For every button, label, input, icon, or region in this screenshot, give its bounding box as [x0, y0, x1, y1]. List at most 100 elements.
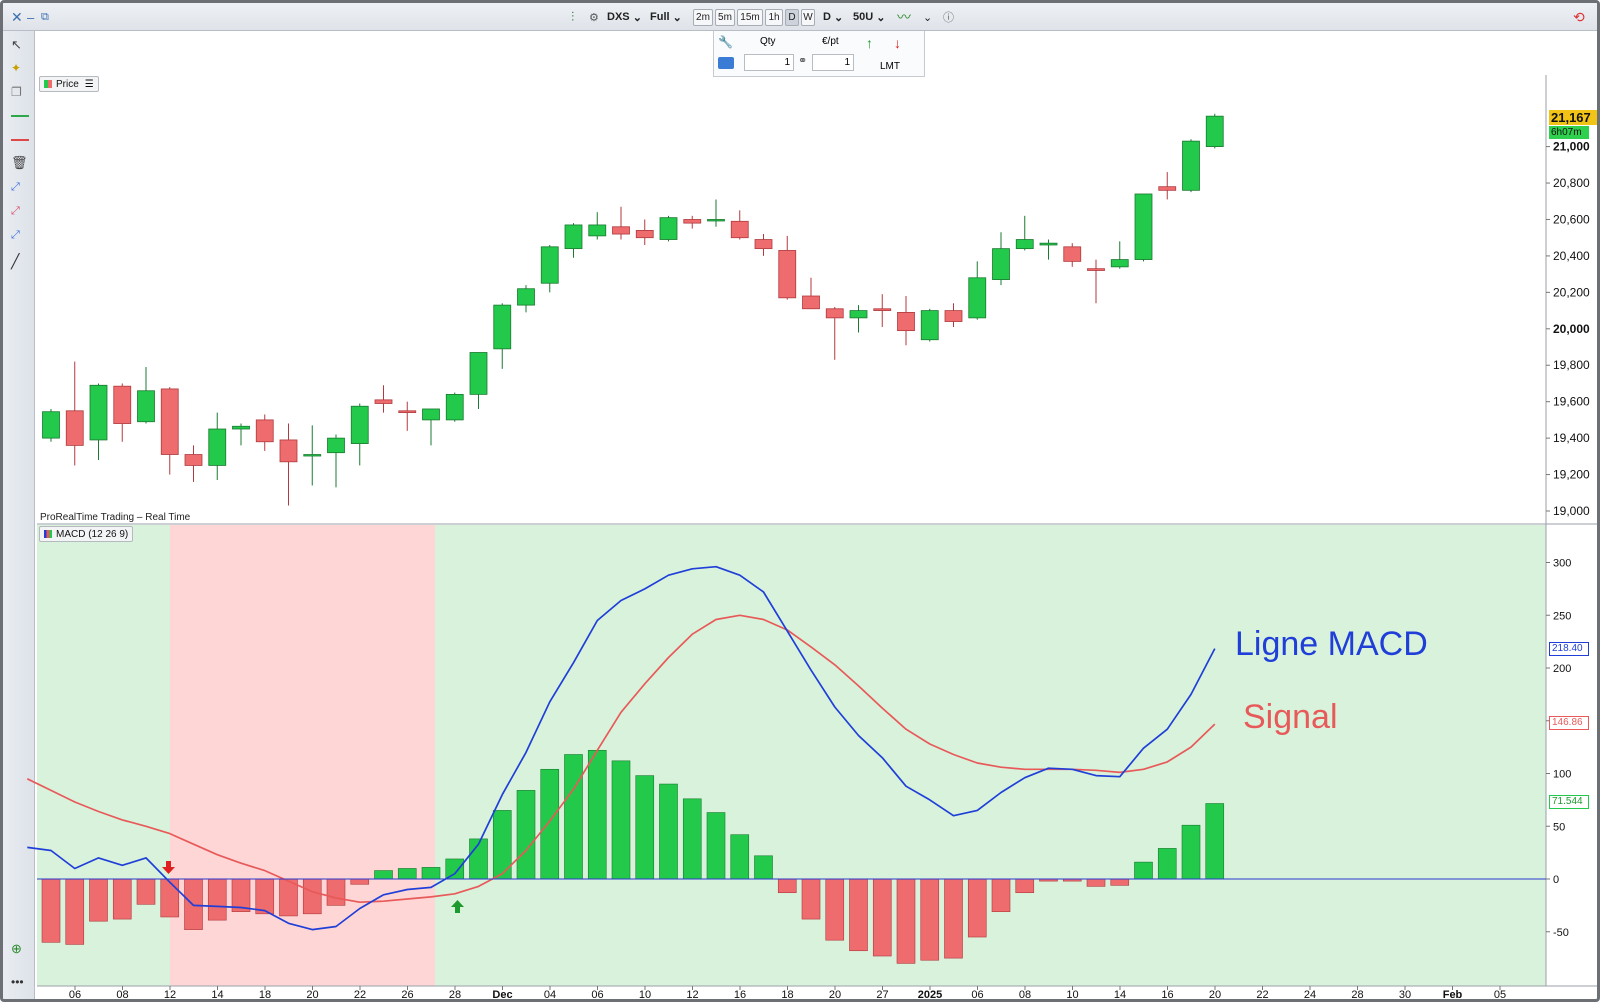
- macd-legend-swatch: [44, 530, 52, 538]
- macd-panel-label[interactable]: MACD (12 26 9): [39, 526, 134, 542]
- x-tick-label: 16: [1161, 989, 1173, 999]
- macd-tick-label: -50: [1553, 927, 1569, 939]
- candle-body: [469, 352, 488, 395]
- price-tick-label: 19,000: [1553, 504, 1590, 518]
- link-icon[interactable]: ⚭: [798, 55, 808, 67]
- sell-arrow-icon[interactable]: ↓: [894, 35, 901, 51]
- price-tick-label: 19,200: [1553, 468, 1590, 482]
- more-icon[interactable]: •••: [11, 975, 24, 989]
- restore-icon[interactable]: ⧉: [41, 10, 49, 23]
- histogram-bar: [1134, 861, 1153, 880]
- instrument-label: DXS: [607, 11, 630, 23]
- qty-input[interactable]: 1: [744, 54, 794, 71]
- timeframe-w[interactable]: W: [801, 9, 815, 26]
- price-tick-label: 20,800: [1553, 176, 1590, 190]
- minimize-icon[interactable]: –: [27, 9, 35, 25]
- candle-body: [1134, 193, 1153, 260]
- macd-value-badge: 218.40: [1549, 642, 1589, 656]
- trash-icon[interactable]: 🗑: [11, 155, 28, 170]
- candle-body: [920, 310, 939, 341]
- timeframe-2m[interactable]: 2m: [693, 9, 713, 26]
- price-tick-label: 20,200: [1553, 285, 1590, 299]
- histogram-bar: [682, 798, 702, 880]
- interval-select[interactable]: D ⌄: [823, 8, 843, 26]
- timeframe-5m[interactable]: 5m: [715, 9, 735, 26]
- trendline-icon[interactable]: ╱: [11, 253, 20, 269]
- indicator-icon[interactable]: 〰: [897, 9, 911, 25]
- candle-body: [422, 408, 440, 421]
- price-tick-label: 19,600: [1553, 395, 1590, 409]
- candle-body: [683, 219, 702, 224]
- histogram-bar: [374, 870, 393, 880]
- units-label: 50U: [853, 11, 874, 23]
- x-tick-label: 10: [1066, 989, 1078, 999]
- x-tick-label: 30: [1399, 989, 1411, 999]
- settings-icon[interactable]: ⚙: [589, 11, 599, 24]
- sync-icon[interactable]: ⟲: [1573, 8, 1585, 25]
- histogram-bar: [825, 878, 845, 941]
- macd-line-annotation: Ligne MACD: [1235, 625, 1428, 663]
- x-tick-label: 14: [211, 989, 223, 999]
- cursor-icon[interactable]: ↖: [11, 37, 22, 52]
- candle-body: [184, 454, 203, 466]
- line-red-icon[interactable]: [11, 139, 29, 141]
- crosshair-icon[interactable]: ✦: [11, 61, 22, 75]
- line-green-icon[interactable]: [11, 115, 29, 117]
- histogram-bar: [991, 878, 1011, 913]
- histogram-bar: [350, 878, 370, 885]
- price-legend-swatch: [44, 80, 52, 88]
- x-tick-label: 08: [116, 989, 128, 999]
- close-icon[interactable]: ✕: [11, 8, 23, 25]
- candle-body: [635, 230, 654, 239]
- x-tick-label: 2025: [918, 989, 942, 999]
- x-tick-label: 12: [164, 989, 176, 999]
- histogram-bar: [967, 878, 987, 938]
- list-icon[interactable]: ☰: [84, 78, 94, 90]
- candle-body: [873, 308, 892, 311]
- candle-body: [540, 246, 559, 284]
- x-tick-label: 18: [259, 989, 271, 999]
- price-panel-label[interactable]: Price ☰: [39, 76, 99, 92]
- candle-body: [1015, 239, 1034, 250]
- draw-tool-icon[interactable]: ⤢: [11, 181, 20, 193]
- histogram-bar: [207, 878, 227, 921]
- per-point-input[interactable]: 1: [812, 54, 854, 71]
- x-tick-label: 20: [1209, 989, 1221, 999]
- histogram-bar: [516, 790, 536, 880]
- timeframe-15m[interactable]: 15m: [737, 9, 763, 26]
- draw-zone-icon[interactable]: ⤢: [11, 205, 20, 217]
- candle-body: [754, 239, 773, 250]
- copy-icon[interactable]: ❐: [11, 85, 22, 99]
- interval-label: D: [823, 11, 831, 23]
- wrench-icon[interactable]: 🔧: [718, 35, 733, 49]
- x-tick-label: 24: [1304, 989, 1316, 999]
- chevron-down-icon[interactable]: ⌄: [923, 11, 933, 24]
- units-select[interactable]: 50U ⌄: [853, 8, 885, 26]
- timeframe-1h[interactable]: 1h: [765, 9, 783, 26]
- add-indicator-icon[interactable]: ⊕: [11, 941, 22, 956]
- instrument-select[interactable]: DXS ⌄: [607, 8, 642, 26]
- buy-arrow-icon[interactable]: ↑: [866, 35, 873, 51]
- x-tick-label: 28: [1351, 989, 1363, 999]
- candle-body: [374, 399, 393, 404]
- x-tick-label: Feb: [1443, 989, 1463, 999]
- histogram-bar: [302, 878, 322, 915]
- price-tick-label: 19,800: [1553, 358, 1590, 372]
- order-bar: 🔧 Qty 1 ⚭ €/pt 1 ↑ ↓ LMT: [713, 31, 925, 77]
- order-type-label[interactable]: LMT: [880, 61, 900, 72]
- macd-tick-label: 200: [1553, 663, 1571, 675]
- draw-channel-icon[interactable]: ⤢: [11, 229, 20, 241]
- candle-body: [160, 388, 179, 455]
- keyboard-icon[interactable]: [718, 57, 734, 69]
- view-select[interactable]: Full ⌄: [650, 8, 682, 26]
- candle-body: [1063, 246, 1082, 262]
- timeframe-d[interactable]: D: [785, 9, 799, 26]
- info-icon[interactable]: ⓘ: [943, 12, 954, 24]
- chart-canvas[interactable]: 19,000 19,200 19,400 19,600 19,800 20,000 20,2…: [3, 3, 1597, 999]
- candle-style-icon[interactable]: ⫶: [571, 9, 575, 24]
- candle-body: [944, 310, 963, 322]
- candle-body: [89, 384, 108, 441]
- histogram-bar: [445, 858, 465, 880]
- x-tick-label: 27: [876, 989, 888, 999]
